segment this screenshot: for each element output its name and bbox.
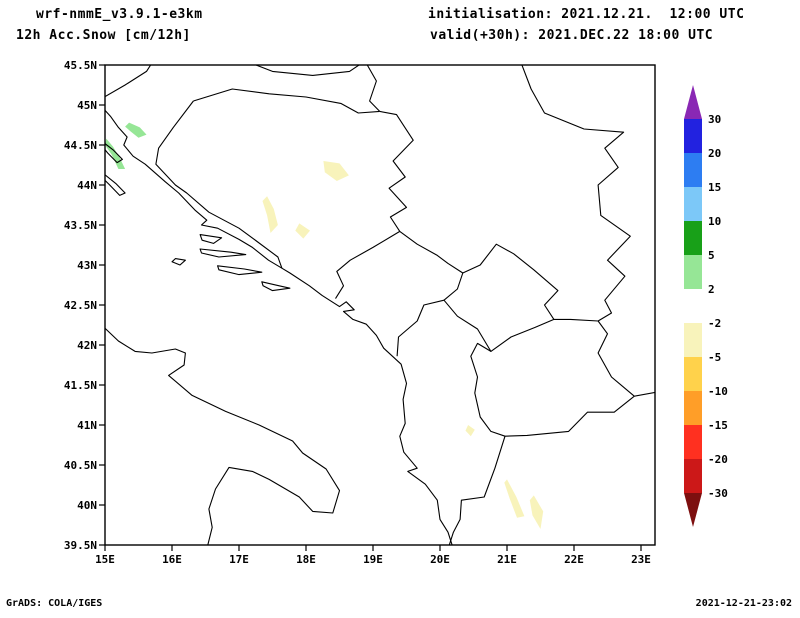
border-slovenia-croatia (105, 65, 152, 98)
island-brac (199, 234, 223, 244)
lat-tick-label: 40.5N (64, 459, 97, 472)
colorbar-band (684, 255, 702, 289)
pale-patch-herzegovina (262, 196, 278, 233)
colorbar-band (684, 289, 702, 323)
colorbar-band (684, 153, 702, 187)
colorbar-band (684, 119, 702, 153)
colorbar-tick-label: 2 (708, 283, 715, 296)
lon-tick-label: 22E (564, 553, 584, 566)
colorbar-tick-label: 5 (708, 249, 715, 262)
colorbar-band (684, 459, 702, 493)
colorbar-tick-label: -2 (708, 317, 721, 330)
lon-tick-label: 23E (631, 553, 651, 566)
creation-timestamp: 2021-12-21-23:02 (695, 598, 792, 609)
colorbar-band (684, 391, 702, 425)
lat-tick-label: 42.5N (64, 299, 97, 312)
lat-tick-label: 45.5N (64, 59, 97, 72)
border-bosnia-serbia-drina (379, 110, 414, 232)
lon-tick-label: 16E (162, 553, 182, 566)
border-bosnia-croatia-north (193, 88, 380, 114)
pale-patch-herzegovina-south (295, 223, 310, 239)
snow-patch-velebit-inland (125, 122, 147, 138)
model-name: wrf-nmmE_v3.9.1-e3km (36, 7, 203, 22)
border-serbia-romania-bulgaria (521, 65, 631, 322)
product-title: 12h Acc.Snow [cm/12h] (16, 28, 191, 43)
colorbar-tick-label: -20 (708, 453, 728, 466)
lon-tick-label: 20E (430, 553, 450, 566)
lon-tick-label: 17E (229, 553, 249, 566)
lat-tick-label: 43.5N (64, 219, 97, 232)
lon-tick-label: 21E (497, 553, 517, 566)
colorbar-arrow-top (684, 85, 702, 119)
colorbar-tick-label: 10 (708, 215, 721, 228)
border-serbia-macedonia (553, 318, 599, 322)
colorbar-tick-label: -5 (708, 351, 721, 364)
lat-tick-label: 43N (77, 259, 97, 272)
colorbar-tick-label: 30 (708, 113, 721, 126)
island-korcula (217, 265, 263, 276)
border-bulgaria-greece (634, 391, 655, 397)
island-vis (171, 258, 186, 266)
border-albania-greece (448, 436, 506, 545)
lat-tick-label: 45N (77, 99, 97, 112)
border-bosnia-montenegro (335, 230, 401, 299)
colorbar-tick-label: 15 (708, 181, 721, 194)
lon-tick-label: 18E (296, 553, 316, 566)
pale-patch-pindus-west (504, 479, 525, 518)
lat-tick-label: 40N (77, 499, 97, 512)
island-pag (105, 142, 123, 164)
coastline-east-adriatic (105, 109, 453, 545)
colorbar-tick-label: -10 (708, 385, 728, 398)
border-kosovo (443, 243, 559, 352)
init-time-label: initialisation: 2021.12.21. 12:00 UTC (428, 7, 745, 22)
colorbar-tick-label: 20 (708, 147, 721, 160)
colorbar-tick-label: -15 (708, 419, 728, 432)
map-layers (105, 65, 655, 545)
island-dugi-otok (105, 174, 126, 196)
colorbar-band (684, 357, 702, 391)
island-hvar (199, 248, 247, 258)
grads-credit: GrADS: COLA/IGES (6, 598, 103, 609)
border-croatia-serbia (366, 65, 381, 112)
border-macedonia-greece (504, 395, 635, 437)
pale-patch-pindus-east (529, 495, 544, 529)
lat-tick-label: 42N (77, 339, 97, 352)
colorbar-band (684, 323, 702, 357)
lat-tick-label: 41.5N (64, 379, 97, 392)
island-mljet (261, 281, 291, 292)
pale-patch-central-bosnia (323, 161, 349, 181)
map-frame (104, 64, 656, 546)
border-croatia-hungary (254, 65, 361, 76)
colorbar-tick-label: -30 (708, 487, 728, 500)
lat-tick-label: 39.5N (64, 539, 97, 552)
border-macedonia-bulgaria (597, 320, 635, 397)
colorbar-band (684, 221, 702, 255)
colorbar-band (684, 425, 702, 459)
border-macedonia-albania (470, 342, 506, 437)
border-montenegro-albania (396, 299, 445, 357)
colorbar-arrow-bottom (684, 493, 702, 527)
lon-tick-label: 19E (363, 553, 383, 566)
lat-tick-label: 44N (77, 179, 97, 192)
border-bosnia-croatia-west (155, 100, 283, 269)
lon-tick-label: 15E (95, 553, 115, 566)
lat-tick-label: 44.5N (64, 139, 97, 152)
border-montenegro-serbia (399, 230, 464, 274)
lat-tick-label: 41N (77, 419, 97, 432)
coastline-italy (105, 327, 341, 545)
valid-time-label: valid(+30h): 2021.DEC.22 18:00 UTC (430, 28, 714, 43)
pale-patch-albania-east (465, 425, 475, 437)
colorbar-band (684, 187, 702, 221)
